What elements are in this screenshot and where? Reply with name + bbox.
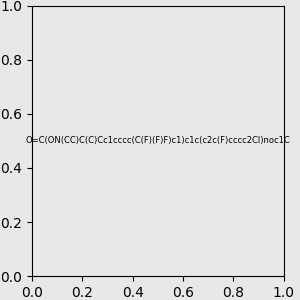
Text: O=C(ON(CC)C(C)Cc1cccc(C(F)(F)F)c1)c1c(c2c(F)cccc2Cl)noc1C: O=C(ON(CC)C(C)Cc1cccc(C(F)(F)F)c1)c1c(c2… [26, 136, 290, 146]
